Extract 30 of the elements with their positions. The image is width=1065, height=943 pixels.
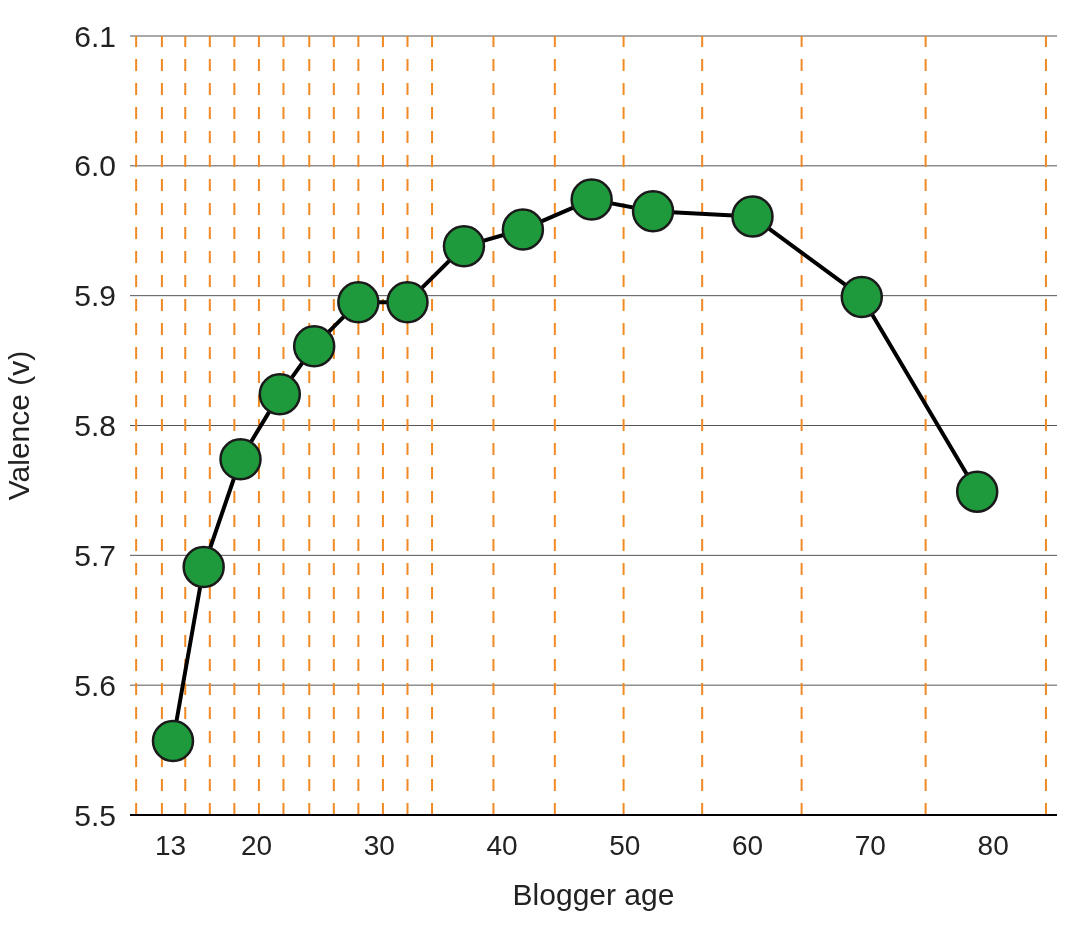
point <box>442 225 486 268</box>
y-tick-label: 5.5 <box>74 798 116 832</box>
point <box>182 545 225 589</box>
x-tick-label: 70 <box>854 829 886 861</box>
point <box>570 178 613 221</box>
x-tick-label: 60 <box>732 829 764 861</box>
x-tick-label: 40 <box>486 829 518 861</box>
point <box>386 280 429 324</box>
y-tick-label: 5.7 <box>74 538 116 572</box>
y-tick-label: 6.0 <box>74 149 116 183</box>
y-tick-label: 5.6 <box>74 668 116 702</box>
y-tick-label: 6.1 <box>74 19 116 53</box>
point <box>840 275 884 319</box>
x-axis-title: Blogger age <box>512 878 675 911</box>
point <box>501 208 545 251</box>
x-tick-label: 50 <box>609 829 641 861</box>
y-tick-label: 5.8 <box>74 409 116 443</box>
point <box>151 719 195 763</box>
x-tick-label: 80 <box>977 829 1009 861</box>
point <box>631 190 675 233</box>
x-tick-label: 20 <box>240 829 273 861</box>
point <box>337 280 380 324</box>
point <box>292 325 336 368</box>
point <box>258 373 302 416</box>
x-tick-label: 13 <box>154 829 187 861</box>
point <box>955 470 999 513</box>
x-tick-label: 30 <box>363 829 395 861</box>
point <box>731 195 774 238</box>
point <box>219 438 262 481</box>
y-tick-label: 5.9 <box>74 279 116 313</box>
